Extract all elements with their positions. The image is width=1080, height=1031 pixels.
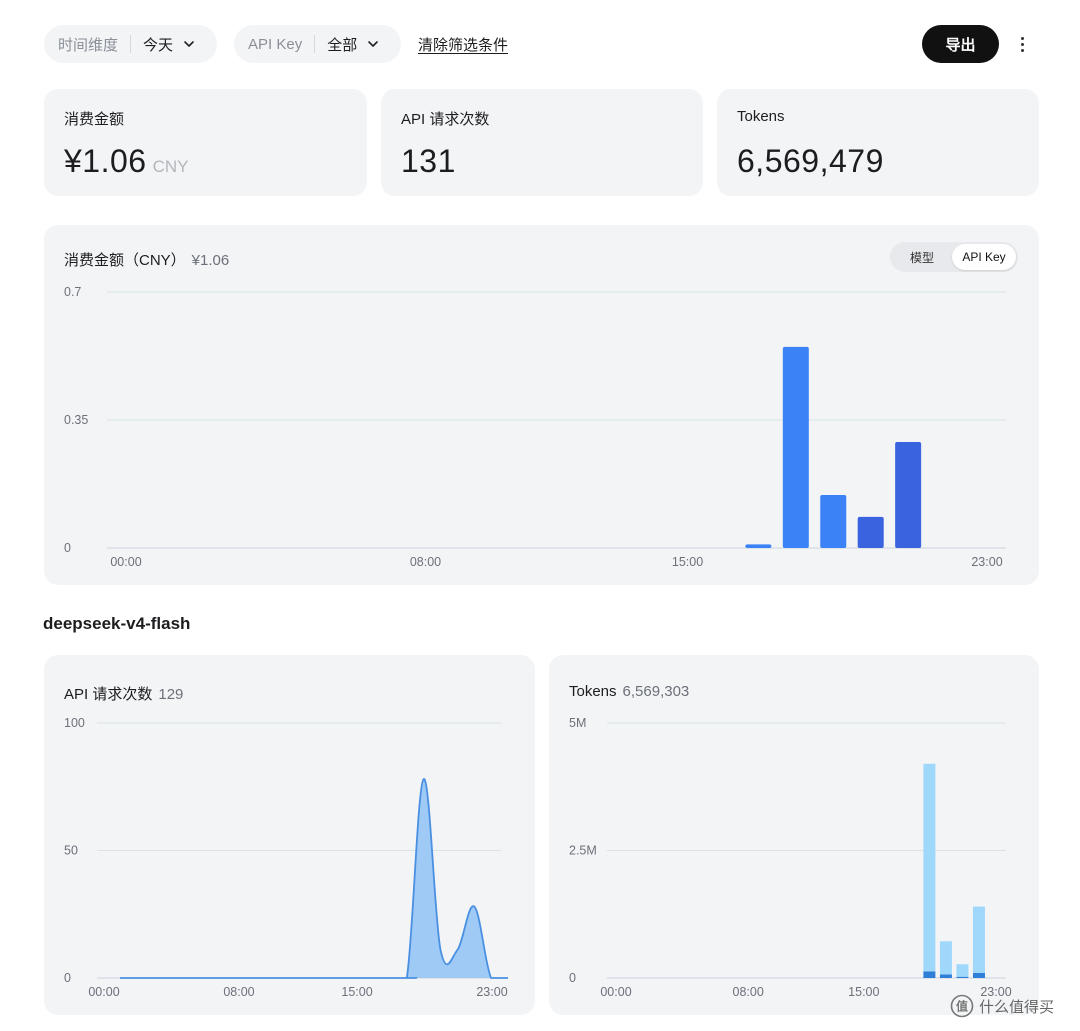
y-tick-label: 0 (64, 541, 71, 555)
stat-unit: CNY (152, 157, 189, 176)
tokens-chart-title: Tokens 6,569,303 (569, 683, 689, 700)
stat-card-cost: 消费金额 ¥1.06 CNY (44, 89, 367, 196)
clear-filters-link[interactable]: 清除筛选条件 (418, 37, 509, 54)
api-key-filter-value: 全部 (327, 36, 358, 54)
x-tick-label: 15:00 (848, 985, 879, 999)
x-tick-label: 08:00 (410, 555, 441, 569)
chart-bar-segment (939, 974, 952, 978)
y-tick-label: 0.35 (64, 413, 88, 427)
chevron-down-icon (184, 41, 194, 47)
x-tick-label: 23:00 (971, 555, 1002, 569)
more-vertical-icon[interactable] (1012, 30, 1032, 58)
stat-title: API 请求次数 (401, 111, 490, 128)
stat-card-requests: API 请求次数 131 (381, 89, 703, 196)
divider (314, 35, 316, 53)
x-tick-label: 08:00 (223, 985, 254, 999)
x-tick-label: 00:00 (110, 555, 141, 569)
chart-bar-segment (939, 941, 952, 975)
stat-value: 131 (401, 143, 456, 179)
chart-bar-segment (956, 976, 969, 978)
requests-chart-summary: 129 (158, 686, 184, 703)
chart-bar (820, 494, 847, 548)
requests-chart-title-text: API 请求次数 (64, 686, 153, 703)
y-tick-label: 2.5M (569, 844, 597, 858)
x-tick-label: 00:00 (600, 985, 631, 999)
toggle-option-model[interactable]: 模型 (909, 250, 934, 265)
x-tick-label: 15:00 (341, 985, 372, 999)
watermark: 值 什么值得买 (950, 994, 1054, 1018)
time-filter-label: 时间维度 (58, 36, 119, 54)
y-tick-label: 50 (64, 844, 78, 858)
api-key-filter[interactable]: API Key 全部 (234, 25, 401, 63)
group-by-toggle[interactable]: 模型 API Key (890, 242, 1018, 272)
cost-chart: 0 0.35 0.7 00:00 08:00 15:00 23:00 (64, 285, 1006, 569)
stat-value: ¥1.06 CNY (64, 143, 188, 180)
watermark-text: 什么值得买 (979, 998, 1055, 1016)
stat-card-tokens: Tokens 6,569,479 (717, 89, 1039, 196)
chevron-down-icon (368, 41, 379, 47)
requests-chart-title: API 请求次数 129 (64, 683, 183, 704)
svg-text:值: 值 (956, 999, 968, 1014)
x-tick-label: 23:00 (980, 985, 1011, 999)
y-tick-label: 0.7 (64, 285, 81, 299)
chart-bar-segment (923, 971, 936, 978)
watermark-logo-icon: 值 (950, 994, 974, 1018)
stat-value: 6,569,479 (737, 143, 884, 179)
y-tick-label: 100 (64, 716, 85, 730)
api-key-filter-label: API Key (248, 35, 303, 53)
tokens-chart-summary: 6,569,303 (622, 683, 690, 700)
model-section-title: deepseek-v4-flash (43, 614, 191, 633)
chart-bar-segment (972, 906, 985, 973)
chart-bar-segment (956, 964, 969, 977)
divider (130, 35, 132, 53)
chart-bar (857, 516, 884, 548)
chart-bar (895, 441, 922, 548)
export-button[interactable]: 导出 (922, 25, 999, 63)
x-tick-label: 00:00 (88, 985, 119, 999)
cost-chart-title-text: 消费金额（CNY） (64, 252, 186, 269)
x-tick-label: 08:00 (733, 985, 764, 999)
time-filter[interactable]: 时间维度 今天 (44, 25, 217, 63)
tokens-chart-title-text: Tokens (569, 683, 617, 700)
y-tick-label: 5M (569, 716, 586, 730)
x-tick-label: 15:00 (672, 555, 703, 569)
stat-title: 消费金额 (64, 111, 125, 128)
time-filter-value: 今天 (143, 36, 174, 54)
stat-title: Tokens (737, 108, 785, 125)
cost-chart-summary: ¥1.06 (191, 252, 230, 269)
requests-chart-card (44, 655, 535, 1015)
stat-value-number: ¥1.06 (64, 143, 147, 179)
chart-bar-segment (972, 972, 985, 978)
cost-chart-title: 消费金额（CNY） ¥1.06 (64, 249, 229, 270)
chart-bar-segment (923, 763, 936, 972)
y-tick-label: 0 (64, 971, 71, 985)
toggle-option-api-key[interactable]: API Key (952, 244, 1016, 270)
requests-chart: 0 50 100 00:00 08:00 15:00 23:00 (64, 716, 508, 999)
tokens-chart-card (549, 655, 1039, 1015)
area-fill (120, 778, 508, 978)
series-line (120, 778, 508, 979)
chart-bar (782, 346, 809, 548)
chart-bar (745, 544, 772, 548)
y-tick-label: 0 (569, 971, 576, 985)
x-tick-label: 23:00 (476, 985, 507, 999)
